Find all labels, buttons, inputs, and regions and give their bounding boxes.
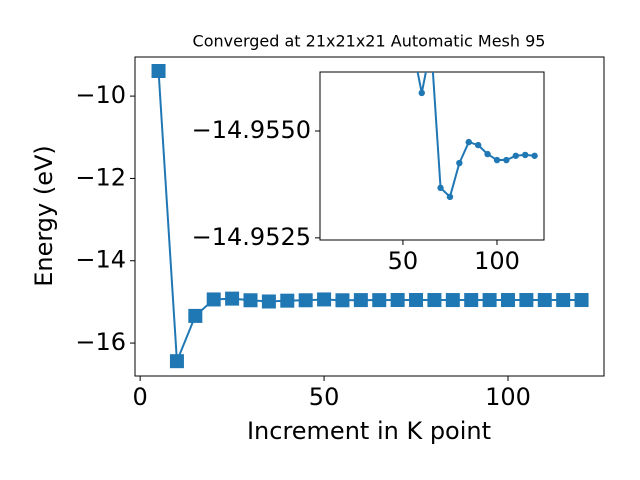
marker: [335, 293, 350, 308]
marker: [574, 293, 589, 308]
marker: [169, 354, 184, 369]
marker: [372, 293, 387, 308]
marker: [531, 152, 538, 159]
y-axis-label: Energy (eV): [30, 145, 58, 287]
marker: [317, 292, 332, 307]
marker: [390, 293, 405, 308]
marker: [188, 308, 203, 323]
y-tick-label: −12: [75, 163, 126, 191]
y-tick-label: −14.9550: [192, 116, 311, 144]
marker: [446, 193, 454, 201]
marker: [482, 293, 497, 308]
marker: [280, 293, 295, 308]
y-tick-label: −16: [75, 328, 126, 356]
x-tick-label: 100: [474, 247, 520, 275]
marker: [465, 138, 472, 146]
marker: [519, 293, 534, 308]
marker: [512, 152, 519, 159]
marker: [493, 156, 501, 164]
marker: [456, 159, 463, 167]
marker: [556, 293, 571, 308]
axes-frame: [319, 71, 545, 241]
marker: [206, 292, 221, 307]
chart-title: Converged at 21x21x21 Automatic Mesh 95: [193, 32, 546, 51]
marker: [409, 292, 424, 307]
x-tick-label: 50: [388, 247, 419, 275]
y-tick-label: −10: [75, 81, 126, 109]
marker: [445, 293, 460, 308]
marker: [537, 293, 552, 308]
marker: [225, 291, 240, 306]
marker: [151, 63, 166, 78]
x-tick-label: 50: [309, 383, 340, 411]
marker: [464, 293, 479, 308]
marker: [418, 89, 425, 97]
x-tick-label: 100: [485, 383, 531, 411]
marker: [474, 141, 482, 149]
marker: [437, 184, 444, 192]
x-axis-label: Increment in K point: [247, 417, 491, 445]
marker: [353, 293, 368, 308]
y-tick-label: −14: [75, 246, 126, 274]
y-tick-label: −14.9525: [192, 223, 311, 251]
marker: [298, 293, 313, 308]
marker: [261, 294, 276, 309]
marker: [503, 156, 510, 164]
marker: [484, 150, 491, 158]
x-tick-label: 0: [133, 383, 148, 411]
marker: [427, 293, 442, 308]
marker: [243, 293, 258, 308]
marker: [521, 151, 529, 159]
marker: [500, 293, 515, 308]
